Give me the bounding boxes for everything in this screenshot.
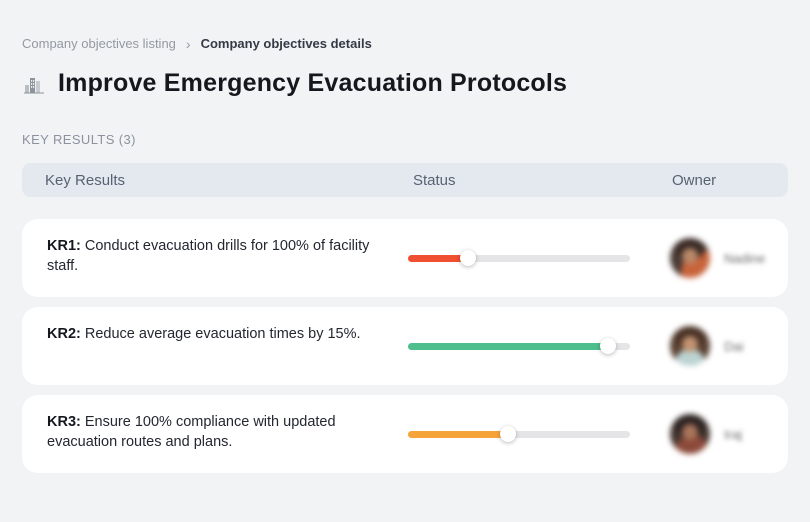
progress-thumb[interactable]	[459, 250, 476, 266]
column-header-key-results: Key Results	[45, 171, 126, 189]
owner-cell: Iraj	[630, 395, 788, 473]
status-cell	[408, 395, 630, 473]
key-result-label: KR1:	[47, 238, 81, 254]
key-result-text: KR2: Reduce average evacuation times by …	[22, 307, 408, 385]
owner-name: Dai	[724, 338, 744, 354]
owner-name: Nadine	[724, 250, 766, 266]
key-result-label: KR3:	[47, 414, 81, 430]
city-buildings-icon	[22, 72, 46, 96]
owner-avatar	[670, 326, 710, 366]
breadcrumb: Company objectives listing › Company obj…	[22, 36, 788, 51]
progress-slider[interactable]	[408, 338, 630, 354]
key-result-description: Reduce average evacuation times by 15%.	[84, 326, 361, 342]
key-result-text: KR3: Ensure 100% compliance with updated…	[22, 395, 408, 473]
column-header-status: Status	[413, 171, 456, 189]
key-results-section-label: KEY RESULTS (3)	[22, 132, 136, 147]
key-result-description: Ensure 100% compliance with updated evac…	[47, 414, 336, 450]
page-title-row: Improve Emergency Evacuation Protocols	[22, 69, 788, 98]
key-results-list: KR1: Conduct evacuation drills for 100% …	[22, 219, 788, 473]
page-title: Improve Emergency Evacuation Protocols	[58, 69, 568, 97]
owner-avatar	[670, 238, 710, 278]
key-result-row[interactable]: KR1: Conduct evacuation drills for 100% …	[22, 219, 788, 297]
owner-cell: Dai	[630, 307, 788, 385]
objective-details-page: Company objectives listing › Company obj…	[22, 36, 788, 473]
chevron-right-icon: ›	[185, 35, 191, 52]
column-header-owner: Owner	[672, 171, 717, 189]
owner-name: Iraj	[724, 426, 743, 442]
breadcrumb-item-details: Company objectives details	[200, 36, 372, 51]
status-cell	[408, 307, 630, 385]
key-result-row[interactable]: KR3: Ensure 100% compliance with updated…	[22, 395, 788, 473]
breadcrumb-item-listing[interactable]: Company objectives listing	[22, 36, 176, 51]
progress-slider[interactable]	[408, 426, 630, 442]
key-result-label: KR2:	[47, 326, 81, 342]
progress-slider[interactable]	[408, 250, 630, 266]
key-result-description: Conduct evacuation drills for 100% of fa…	[47, 238, 370, 274]
owner-avatar	[670, 414, 710, 454]
progress-fill	[408, 342, 608, 350]
owner-cell: Nadine	[630, 219, 788, 297]
status-cell	[408, 219, 630, 297]
key-result-text: KR1: Conduct evacuation drills for 100% …	[22, 219, 408, 297]
progress-fill	[408, 254, 468, 262]
progress-thumb[interactable]	[599, 338, 616, 354]
table-header-row: Key Results Status Owner	[22, 163, 788, 197]
progress-thumb[interactable]	[499, 426, 516, 442]
progress-fill	[408, 430, 508, 438]
key-result-row[interactable]: KR2: Reduce average evacuation times by …	[22, 307, 788, 385]
